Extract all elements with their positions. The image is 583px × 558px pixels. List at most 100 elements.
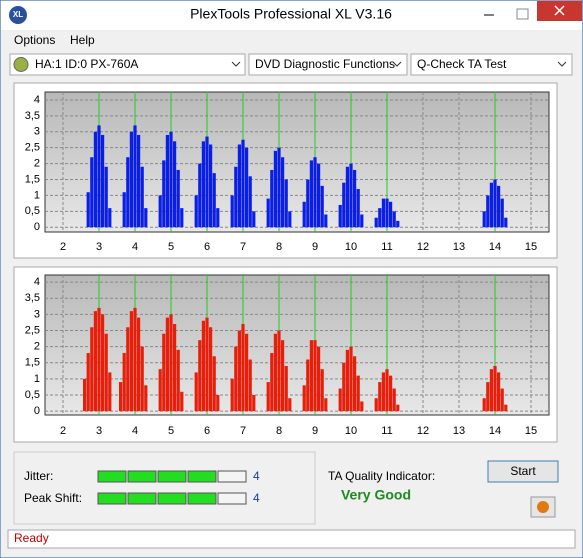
bar	[101, 314, 105, 412]
y-tick-label: 3	[34, 126, 40, 138]
x-tick-label: 11	[381, 425, 392, 437]
y-tick-label: 2,5	[25, 142, 40, 154]
metric-label: Jitter:	[24, 469, 53, 483]
meter-segment	[97, 470, 127, 483]
bar	[345, 349, 349, 412]
status-bar	[7, 529, 576, 549]
y-tick-label: 0	[34, 405, 40, 417]
bar	[86, 192, 90, 228]
bar	[317, 163, 321, 228]
meter-segment	[97, 492, 127, 505]
y-tick-label: 2	[34, 341, 40, 353]
meter-segment	[187, 470, 217, 483]
bar	[129, 131, 133, 228]
window-title: PlexTools Professional XL V3.16	[190, 6, 392, 22]
bar	[212, 356, 216, 412]
x-tick-label: 9	[312, 425, 318, 437]
bar	[389, 201, 393, 228]
dropdown[interactable]: Q-Check TA Test	[410, 53, 573, 76]
bar	[489, 182, 493, 228]
bar	[104, 166, 108, 228]
bar	[281, 157, 285, 228]
bar	[349, 163, 353, 228]
bar	[281, 340, 285, 412]
bar	[126, 327, 130, 412]
dropdown[interactable]: HA:1 ID:0 PX-760A	[9, 53, 246, 76]
dropdown-text: HA:1 ID:0 PX-760A	[35, 57, 138, 71]
bar	[493, 179, 497, 228]
y-tick-label: 4	[34, 94, 40, 106]
x-tick-label: 9	[312, 241, 318, 253]
y-tick-label: 0	[34, 221, 40, 233]
bar	[302, 201, 306, 228]
bar	[353, 356, 357, 412]
bar	[486, 195, 490, 228]
bar	[198, 340, 202, 412]
x-tick-label: 14	[489, 425, 501, 437]
info-icon	[537, 501, 549, 513]
bar	[237, 144, 241, 228]
bar	[93, 311, 97, 412]
bar	[158, 195, 162, 228]
bar	[306, 359, 310, 412]
bar	[302, 385, 306, 412]
x-tick-label: 3	[96, 425, 102, 437]
x-tick-label: 14	[489, 241, 501, 253]
bar	[356, 189, 360, 228]
bar	[133, 307, 137, 412]
start-button[interactable]	[487, 460, 559, 483]
y-tick-label: 0,5	[25, 205, 40, 217]
bar	[162, 160, 166, 228]
bar	[104, 333, 108, 412]
bar	[381, 372, 385, 412]
x-tick-label: 2	[60, 241, 66, 253]
maximize-button[interactable]	[516, 8, 529, 20]
menu-item[interactable]: Options	[14, 33, 55, 47]
dropdown[interactable]: DVD Diagnostic Functions	[248, 53, 408, 76]
bar	[209, 327, 213, 412]
bar	[353, 169, 357, 228]
metric-value: 4	[253, 469, 260, 483]
bar	[378, 382, 382, 412]
bar	[129, 311, 133, 412]
x-tick-label: 4	[132, 241, 138, 253]
meter-segment	[127, 470, 157, 483]
bar	[173, 324, 177, 412]
bar	[385, 369, 389, 412]
bar	[482, 211, 486, 228]
bar	[241, 139, 245, 228]
bar	[342, 182, 346, 228]
bar	[277, 330, 281, 412]
bar	[205, 317, 209, 412]
bar	[216, 208, 220, 228]
bar	[83, 378, 87, 412]
bar	[252, 395, 256, 412]
bar	[313, 157, 317, 228]
x-tick-label: 8	[276, 425, 282, 437]
y-tick-label: 3	[34, 308, 40, 320]
bar	[270, 169, 274, 228]
bar	[248, 176, 252, 228]
bar	[122, 353, 126, 412]
bar	[356, 375, 360, 412]
bar	[212, 173, 216, 228]
bar	[245, 333, 249, 412]
bar	[122, 192, 126, 228]
bar	[288, 211, 292, 228]
y-tick-label: 1	[34, 373, 40, 385]
x-tick-label: 15	[525, 425, 537, 437]
bar	[234, 166, 238, 228]
bar	[90, 157, 94, 228]
bar	[288, 398, 292, 412]
meter-segment	[127, 492, 157, 505]
bar	[216, 395, 220, 412]
x-tick-label: 2	[60, 425, 66, 437]
dropdown-text: DVD Diagnostic Functions	[255, 57, 395, 71]
x-tick-label: 13	[453, 425, 465, 437]
bar	[165, 134, 169, 228]
meter-segment	[217, 470, 247, 483]
meter-segment	[217, 492, 247, 505]
bar	[180, 208, 184, 228]
menu-item[interactable]: Help	[70, 33, 95, 47]
bar	[385, 198, 389, 228]
